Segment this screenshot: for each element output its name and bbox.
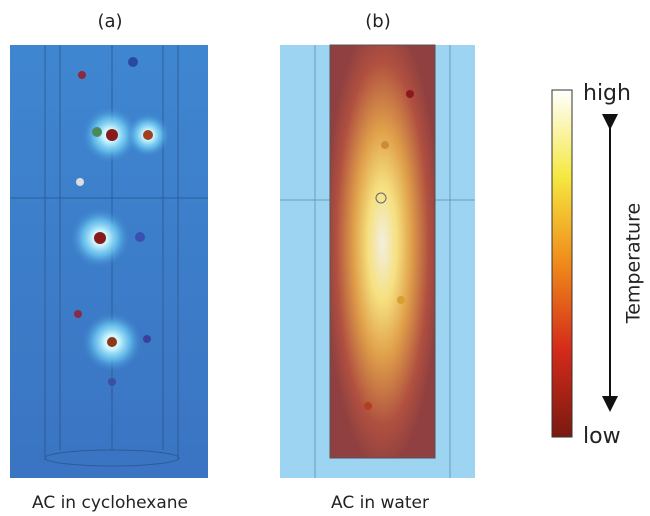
- heated-region: [329, 44, 436, 459]
- panel-caption: AC in cyclohexane: [32, 493, 188, 513]
- colorbar-scale: [551, 89, 573, 438]
- panel-a: (a) AC in cyclohexane: [10, 11, 208, 513]
- colorbar: high low Temperature: [551, 81, 645, 449]
- panel-caption: AC in water: [331, 493, 429, 513]
- particles: [364, 90, 414, 410]
- colorbar-low-label: low: [583, 424, 621, 449]
- colorbar-axis-label: Temperature: [623, 203, 645, 324]
- panel-b: (b) AC in water: [280, 11, 475, 513]
- colorbar-high-label: high: [583, 81, 631, 106]
- panel-label: (b): [365, 11, 390, 32]
- particles: [74, 57, 153, 386]
- panel-label: (a): [97, 11, 122, 32]
- geometry-lines: [10, 45, 208, 467]
